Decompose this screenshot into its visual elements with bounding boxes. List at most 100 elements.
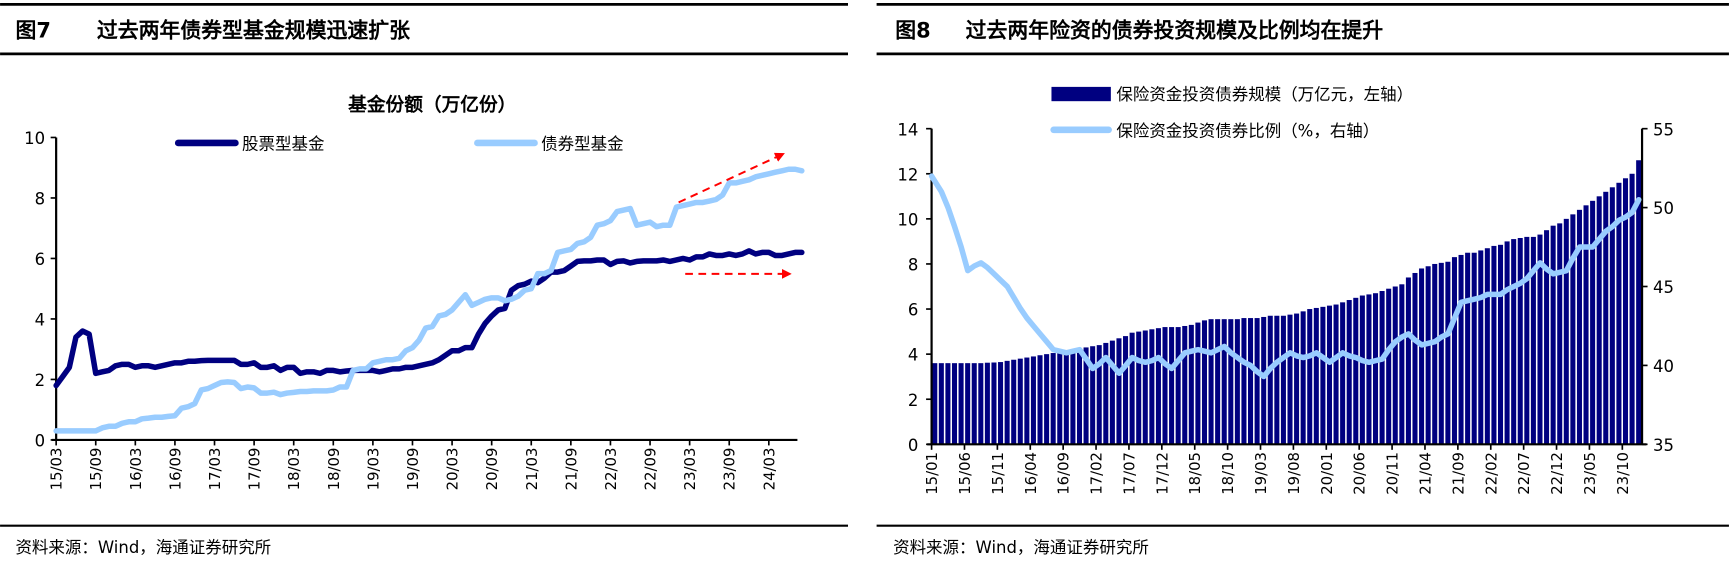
series-line-bond-ratio [928, 173, 1642, 380]
bar [1399, 284, 1405, 445]
y-tick-label: 10 [24, 129, 45, 148]
x-tick-label: 19/03 [1253, 452, 1270, 495]
figure-title: 过去两年债券型基金规模迅速扩张 [97, 18, 410, 42]
bar [1267, 315, 1273, 445]
bar [1504, 241, 1510, 445]
y-right-tick-label: 45 [1653, 278, 1674, 297]
bar [971, 363, 977, 445]
x-tick-label: 18/10 [1220, 452, 1237, 495]
bar [1307, 309, 1313, 445]
bar [1063, 350, 1069, 445]
bar [1379, 291, 1385, 445]
x-tick-label: 21/09 [563, 448, 580, 491]
x-tick-label: 23/09 [722, 448, 739, 491]
x-tick-label: 16/03 [128, 448, 145, 491]
bar [1432, 263, 1438, 445]
bar [1353, 297, 1359, 445]
bar [1576, 209, 1582, 445]
bar [1405, 277, 1411, 445]
x-tick-label: 19/03 [365, 448, 382, 491]
bar [1603, 191, 1609, 445]
bar [1070, 349, 1076, 445]
bar [1412, 272, 1418, 445]
x-tick-label: 15/11 [990, 452, 1007, 495]
bar [1609, 187, 1615, 445]
x-tick-label: 20/06 [1352, 452, 1369, 495]
bar [1076, 348, 1083, 445]
bar [1359, 295, 1365, 445]
bar [1030, 356, 1036, 445]
bar [1333, 304, 1339, 445]
x-tick-label: 16/09 [167, 448, 184, 491]
bar [1465, 252, 1471, 445]
bar [1221, 319, 1227, 445]
bar [1096, 345, 1102, 445]
bar [1616, 182, 1622, 445]
bar [1083, 347, 1089, 445]
x-tick-label: 17/03 [207, 448, 224, 491]
x-tick-label: 22/09 [643, 448, 660, 491]
y-right-tick-label: 35 [1653, 436, 1674, 455]
bar [1136, 331, 1142, 445]
x-tick-label: 24/03 [761, 448, 778, 491]
bar [1300, 311, 1306, 445]
y-tick-label: 8 [35, 190, 46, 209]
bar [1057, 351, 1063, 445]
figure-7: 图7 过去两年债券型基金规模迅速扩张 资料来源：Wind，海通证券研究所 基金份… [0, 3, 849, 557]
y-tick-label: 6 [35, 250, 46, 269]
bar [1326, 305, 1332, 445]
bar [932, 363, 938, 445]
bar [1044, 354, 1050, 445]
bar [1386, 288, 1392, 445]
bar [1346, 300, 1352, 445]
bar [1188, 324, 1194, 445]
bar [1373, 293, 1379, 445]
bar [1109, 340, 1115, 445]
y-left-tick-label: 2 [908, 391, 919, 410]
bar [1004, 360, 1010, 445]
bar [1162, 327, 1168, 445]
bar [1530, 236, 1536, 445]
x-tick-label: 22/12 [1549, 452, 1566, 495]
bar [945, 363, 951, 445]
x-tick-label: 20/09 [484, 448, 501, 491]
bar [1208, 319, 1214, 445]
figure-8: 图8 过去两年险资的债券投资规模及比例均在提升 资料来源：Wind，海通证券研究… [876, 3, 1729, 557]
legend-label-bond-ratio: 保险资金投资债券比例（%，右轴） [1116, 121, 1379, 140]
x-tick-label: 17/07 [1121, 452, 1138, 495]
bar [1050, 353, 1056, 445]
bar [1537, 234, 1543, 445]
x-tick-label: 22/03 [603, 448, 620, 491]
bar [958, 363, 964, 445]
bar [1103, 342, 1109, 445]
bar [1287, 314, 1293, 445]
legend-label-equity: 股票型基金 [242, 135, 325, 154]
bar [1511, 239, 1517, 445]
x-tick-label: 21/03 [524, 448, 541, 491]
bar [1557, 223, 1563, 445]
y-tick-label: 0 [35, 432, 46, 451]
y-left-tick-label: 10 [897, 210, 918, 229]
bar [1248, 318, 1254, 445]
x-tick-label: 20/03 [445, 448, 462, 491]
bar [1274, 315, 1280, 445]
chart-title: 基金份额（万亿份） [348, 94, 516, 116]
y-left-tick-label: 4 [908, 346, 919, 365]
y-tick-label: 2 [35, 371, 46, 390]
bar [1201, 320, 1208, 445]
bar [1234, 319, 1240, 445]
x-tick-label: 15/09 [88, 448, 105, 491]
bar [1215, 319, 1221, 445]
source-note: 资料来源：Wind，海通证券研究所 [15, 538, 271, 557]
x-tick-label: 16/09 [1056, 452, 1073, 495]
y-left-tick-label: 14 [897, 120, 918, 139]
x-tick-label: 19/09 [405, 448, 422, 491]
bar [1392, 286, 1398, 445]
legend-label-bond: 债券型基金 [541, 135, 624, 154]
x-tick-label: 20/11 [1385, 452, 1402, 495]
x-tick-label: 16/04 [1023, 452, 1040, 495]
bar [1622, 178, 1629, 445]
bar [1169, 327, 1175, 445]
x-tick-label: 15/06 [957, 452, 974, 495]
x-tick-label: 17/09 [247, 448, 264, 491]
